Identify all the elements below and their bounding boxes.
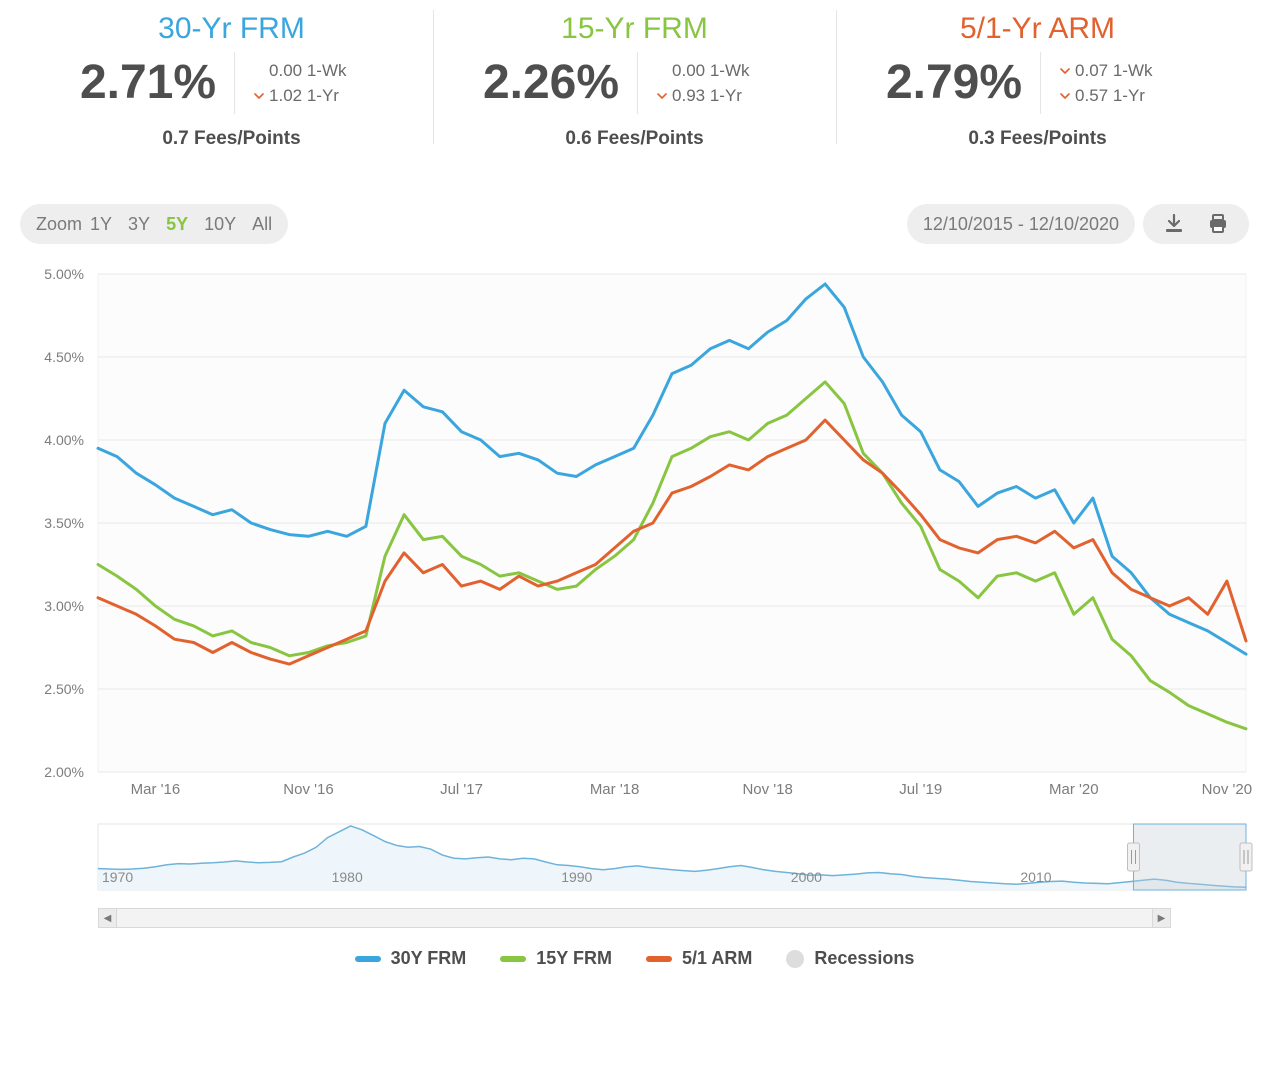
divider — [1040, 52, 1041, 114]
legend-item[interactable]: 5/1 ARM — [646, 948, 752, 969]
legend-item[interactable]: Recessions — [786, 948, 914, 969]
svg-text:4.00%: 4.00% — [44, 432, 84, 448]
card-value: 2.26% — [483, 59, 619, 107]
change-text: 0.00 1-Wk — [672, 58, 749, 84]
legend-swatch — [786, 950, 804, 968]
date-range-display[interactable]: 12/10/2015 - 12/10/2020 — [907, 204, 1135, 244]
svg-text:2.50%: 2.50% — [44, 681, 84, 697]
zoom-control: Zoom 1Y 3Y 5Y 10Y All — [20, 204, 288, 244]
legend-swatch — [355, 956, 381, 962]
change-text: 1.02 1-Yr — [269, 83, 339, 109]
zoom-range-button[interactable]: 3Y — [128, 214, 150, 235]
change-text: 0.00 1-Wk — [269, 58, 346, 84]
chart-area: 2.00% 2.50% 3.00% 3.50% 4.00% 4.50% 5.00% Mar '… — [12, 252, 1257, 928]
svg-text:Mar '16: Mar '16 — [131, 781, 181, 798]
card-changes: 0.00 1-Wk1.02 1-Yr — [253, 58, 383, 109]
legend-item[interactable]: 15Y FRM — [500, 948, 612, 969]
navigator-handle[interactable] — [1127, 843, 1139, 871]
svg-text:Nov '16: Nov '16 — [283, 781, 333, 798]
zoom-range-button[interactable]: 1Y — [90, 214, 112, 235]
legend: 30Y FRM 15Y FRM 5/1 ARM Recessions — [0, 928, 1269, 981]
zoom-range-button[interactable]: 5Y — [166, 214, 188, 235]
print-icon[interactable] — [1207, 214, 1229, 234]
card-value: 2.79% — [886, 59, 1022, 107]
card-fees: 0.3 Fees/Points — [836, 128, 1239, 150]
svg-text:3.50%: 3.50% — [44, 515, 84, 531]
legend-label: 30Y FRM — [391, 948, 467, 969]
arrow-down-icon — [656, 83, 668, 109]
card-title: 30-Yr FRM — [30, 12, 433, 46]
card-fees: 0.7 Fees/Points — [30, 128, 433, 150]
legend-item[interactable]: 30Y FRM — [355, 948, 467, 969]
svg-text:Nov '20: Nov '20 — [1202, 781, 1252, 798]
card-title: 15-Yr FRM — [433, 12, 836, 46]
scroll-right-icon[interactable]: ▶ — [1152, 909, 1170, 927]
svg-text:2.00%: 2.00% — [44, 764, 84, 780]
change-text: 0.57 1-Yr — [1075, 83, 1145, 109]
svg-text:3.00%: 3.00% — [44, 598, 84, 614]
date-range-text: 12/10/2015 - 12/10/2020 — [923, 214, 1119, 235]
change-text: 0.07 1-Wk — [1075, 58, 1152, 84]
svg-text:4.50%: 4.50% — [44, 349, 84, 365]
arrow-down-icon — [253, 83, 265, 109]
zoom-label: Zoom — [36, 214, 90, 235]
export-controls — [1143, 204, 1249, 244]
navigator-chart[interactable]: 19701980199020002010 — [12, 820, 1257, 908]
rate-card: 5/1-Yr ARM 2.79% 0.07 1-Wk0.57 1-Yr 0.3 Fee… — [836, 0, 1239, 168]
svg-text:Mar '20: Mar '20 — [1049, 781, 1099, 798]
svg-text:Nov '18: Nov '18 — [742, 781, 792, 798]
divider — [637, 52, 638, 114]
legend-swatch — [646, 956, 672, 962]
divider — [234, 52, 235, 114]
rate-card: 30-Yr FRM 2.71% 0.00 1-Wk1.02 1-Yr 0.7 Fees… — [30, 0, 433, 168]
legend-label: 15Y FRM — [536, 948, 612, 969]
zoom-range-button[interactable]: All — [252, 214, 272, 235]
card-title: 5/1-Yr ARM — [836, 12, 1239, 46]
legend-swatch — [500, 956, 526, 962]
rate-cards: 30-Yr FRM2.71%0.00 1-Wk1.02 1-Yr0.7 Fees… — [0, 0, 1269, 168]
download-icon[interactable] — [1163, 214, 1185, 234]
navigator-handle[interactable] — [1240, 843, 1252, 871]
arrow-down-icon — [1059, 83, 1071, 109]
arrow-down-icon — [1059, 58, 1071, 84]
change-text: 0.93 1-Yr — [672, 83, 742, 109]
navigator-scrollbar[interactable]: ◀ ▶ — [98, 908, 1171, 928]
card-changes: 0.07 1-Wk0.57 1-Yr — [1059, 58, 1189, 109]
legend-label: Recessions — [814, 948, 914, 969]
card-changes: 0.00 1-Wk0.93 1-Yr — [656, 58, 786, 109]
scroll-left-icon[interactable]: ◀ — [99, 909, 117, 927]
svg-text:Mar '18: Mar '18 — [590, 781, 640, 798]
zoom-range-button[interactable]: 10Y — [204, 214, 236, 235]
svg-text:Jul '19: Jul '19 — [899, 781, 942, 798]
card-value: 2.71% — [80, 59, 216, 107]
svg-text:5.00%: 5.00% — [44, 266, 84, 282]
rate-card: 15-Yr FRM 2.26% 0.00 1-Wk0.93 1-Yr 0.6 Fees… — [433, 0, 836, 168]
svg-text:Jul '17: Jul '17 — [440, 781, 483, 798]
card-fees: 0.6 Fees/Points — [433, 128, 836, 150]
legend-label: 5/1 ARM — [682, 948, 752, 969]
chart-toolbar: Zoom 1Y 3Y 5Y 10Y All 12/10/2015 - 12/10/202… — [0, 168, 1269, 252]
main-line-chart[interactable]: 2.00% 2.50% 3.00% 3.50% 4.00% 4.50% 5.00% Mar '… — [12, 252, 1257, 812]
